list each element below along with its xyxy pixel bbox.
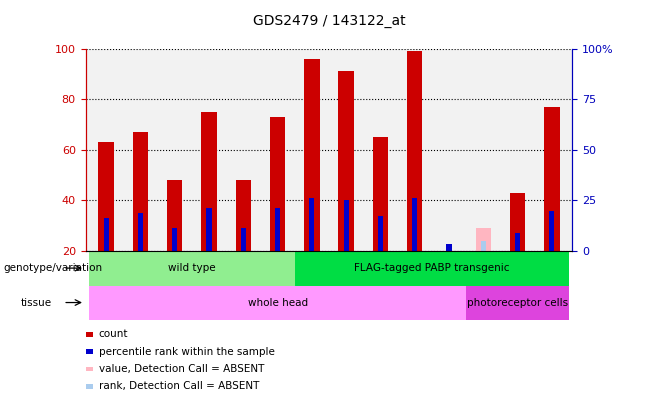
- Bar: [99, 142, 114, 251]
- Text: wild type: wild type: [168, 263, 216, 273]
- Text: value, Detection Call = ABSENT: value, Detection Call = ABSENT: [99, 364, 264, 374]
- Bar: [103, 218, 109, 251]
- Bar: [304, 59, 320, 251]
- Bar: [270, 117, 286, 251]
- Bar: [201, 112, 216, 251]
- Bar: [412, 198, 417, 251]
- Bar: [89, 251, 295, 286]
- Text: whole head: whole head: [247, 298, 308, 308]
- Text: percentile rank within the sample: percentile rank within the sample: [99, 347, 274, 356]
- Bar: [446, 243, 451, 251]
- Text: tissue: tissue: [20, 298, 51, 307]
- Text: count: count: [99, 329, 128, 339]
- Text: rank, Detection Call = ABSENT: rank, Detection Call = ABSENT: [99, 382, 259, 391]
- Text: FLAG-tagged PABP transgenic: FLAG-tagged PABP transgenic: [354, 263, 509, 273]
- Bar: [343, 200, 349, 251]
- Bar: [372, 137, 388, 251]
- Bar: [510, 193, 525, 251]
- Bar: [338, 71, 354, 251]
- Bar: [89, 286, 466, 320]
- Bar: [476, 228, 491, 251]
- Bar: [241, 228, 246, 251]
- Bar: [515, 233, 520, 251]
- Bar: [172, 228, 177, 251]
- Bar: [378, 215, 383, 251]
- Bar: [544, 107, 559, 251]
- Text: photoreceptor cells: photoreceptor cells: [467, 298, 568, 308]
- Bar: [549, 211, 555, 251]
- Bar: [138, 213, 143, 251]
- Bar: [275, 208, 280, 251]
- Bar: [167, 180, 182, 251]
- Bar: [133, 132, 148, 251]
- Bar: [295, 251, 569, 286]
- Bar: [309, 198, 315, 251]
- Bar: [466, 286, 569, 320]
- Text: genotype/variation: genotype/variation: [3, 263, 103, 273]
- Text: GDS2479 / 143122_at: GDS2479 / 143122_at: [253, 14, 405, 28]
- Bar: [236, 180, 251, 251]
- Bar: [207, 208, 212, 251]
- Bar: [407, 51, 422, 251]
- Bar: [481, 241, 486, 251]
